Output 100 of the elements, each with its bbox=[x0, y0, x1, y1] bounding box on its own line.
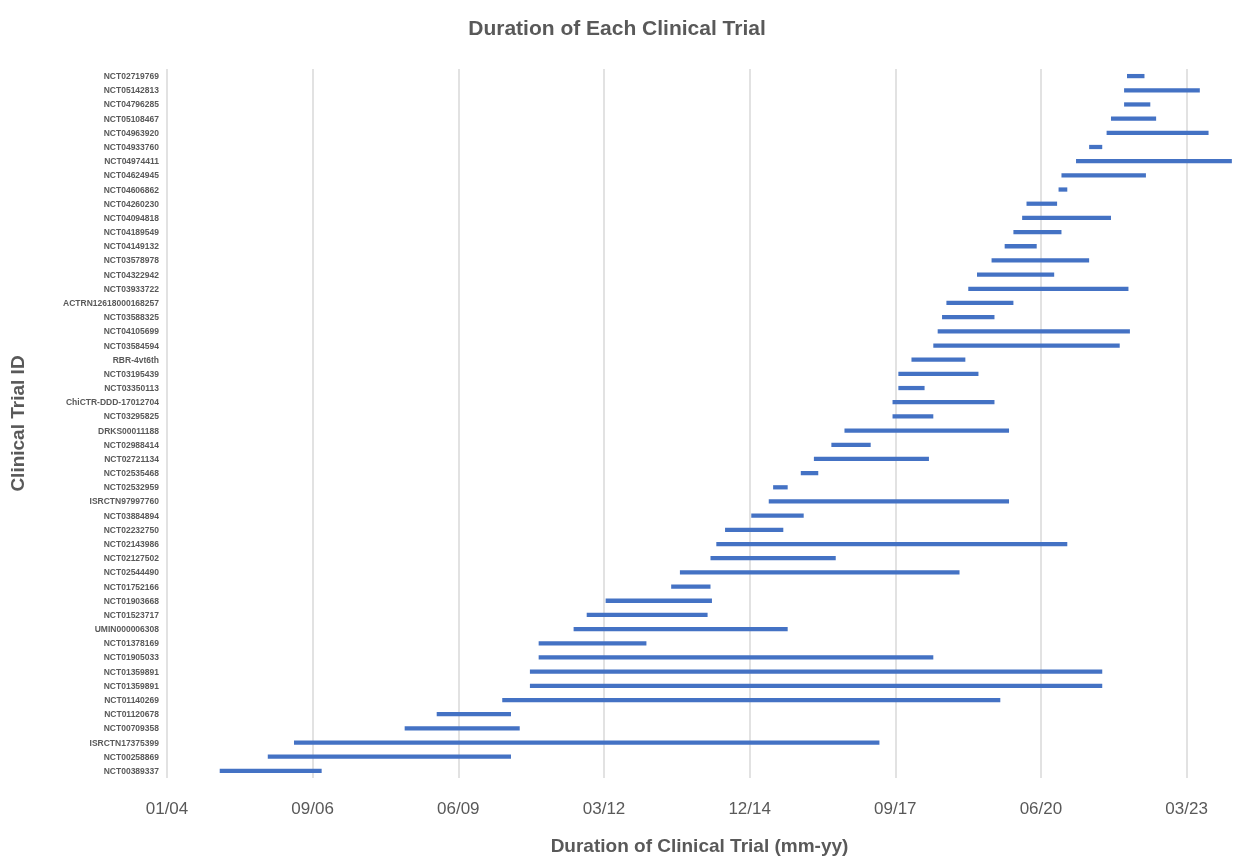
y-tick-label: NCT04796285 bbox=[103, 99, 160, 110]
y-tick-label: NCT01523717 bbox=[103, 609, 160, 620]
bar bbox=[751, 513, 804, 518]
y-tick-label: NCT05108467 bbox=[103, 113, 160, 124]
y-tick-label: NCT02532959 bbox=[103, 482, 160, 493]
y-tick-label: ISRCTN97997760 bbox=[89, 496, 160, 507]
y-tick-label: NCT02535468 bbox=[103, 468, 160, 479]
y-tick-label: NCT01905033 bbox=[103, 652, 160, 663]
bar bbox=[502, 697, 1001, 703]
bar bbox=[1004, 244, 1037, 249]
y-tick-label: NCT00709358 bbox=[103, 723, 160, 734]
x-axis-title: Duration of Clinical Trial (mm-yy) bbox=[550, 835, 849, 856]
chart-title: Duration of Each Clinical Trial bbox=[468, 16, 766, 39]
y-tick-label: NCT04933760 bbox=[103, 141, 160, 152]
bar bbox=[671, 584, 711, 589]
bar bbox=[937, 329, 1130, 334]
y-tick-label: NCT04094818 bbox=[103, 212, 160, 223]
y-tick-label: NCT05142813 bbox=[103, 85, 160, 96]
y-tick-label: NCT04149132 bbox=[103, 241, 160, 252]
x-tick-label: 06/20 bbox=[1019, 799, 1063, 818]
bar bbox=[1013, 229, 1062, 235]
bar bbox=[768, 499, 1010, 504]
y-tick-label: NCT02544490 bbox=[103, 567, 160, 578]
bar bbox=[710, 556, 836, 561]
bar bbox=[813, 456, 929, 462]
bar bbox=[892, 400, 995, 405]
y-axis-title: Clinical Trial ID bbox=[7, 355, 28, 492]
bar bbox=[538, 655, 934, 660]
y-tick-label: NCT01752166 bbox=[103, 581, 160, 592]
y-tick-label: NCT01359891 bbox=[103, 680, 160, 691]
y-tick-label: NCT03195439 bbox=[103, 368, 160, 379]
bar bbox=[1022, 215, 1111, 221]
bar bbox=[1061, 173, 1146, 178]
bar bbox=[293, 740, 880, 745]
bar bbox=[946, 300, 1014, 306]
y-tick-label: NCT02988414 bbox=[103, 439, 160, 450]
bar bbox=[573, 626, 788, 632]
x-tick-label: 06/09 bbox=[436, 799, 480, 818]
bar bbox=[844, 428, 1010, 433]
y-tick-label: ACTRN12618000168257 bbox=[63, 297, 160, 308]
bar bbox=[977, 272, 1055, 277]
y-tick-label: NCT03350113 bbox=[104, 383, 160, 394]
bar bbox=[436, 712, 511, 717]
x-tick-label: 03/12 bbox=[582, 799, 626, 818]
y-tick-label: NCT03588325 bbox=[103, 312, 160, 323]
bar bbox=[1026, 201, 1058, 206]
bar bbox=[831, 442, 871, 447]
x-tick-label: 12/14 bbox=[728, 799, 771, 818]
bar bbox=[605, 598, 712, 603]
y-tick-label: NCT01140269 bbox=[104, 695, 160, 706]
bar bbox=[586, 612, 708, 618]
bar bbox=[725, 527, 784, 532]
bar bbox=[1124, 102, 1151, 107]
bar bbox=[529, 669, 1103, 674]
bar bbox=[933, 343, 1120, 348]
y-tick-label: NCT03933722 bbox=[103, 283, 160, 294]
y-tick-label: ChiCTR-DDD-17012704 bbox=[65, 397, 160, 408]
bar bbox=[679, 570, 960, 575]
y-tick-label: NCT01359891 bbox=[103, 666, 160, 677]
bar bbox=[716, 541, 1068, 547]
bar bbox=[942, 315, 995, 320]
y-tick-label: NCT02721134 bbox=[104, 453, 160, 464]
y-tick-label: NCT03584594 bbox=[103, 340, 160, 351]
bar bbox=[529, 683, 1103, 688]
bar bbox=[219, 768, 322, 774]
bar bbox=[1106, 130, 1209, 135]
bar bbox=[404, 726, 520, 731]
x-tick-label: 03/23 bbox=[1165, 799, 1208, 818]
y-tick-label: NCT03295825 bbox=[103, 411, 160, 422]
bar bbox=[892, 414, 934, 419]
bar bbox=[898, 371, 979, 376]
y-tick-label: DRKS00011188 bbox=[98, 425, 160, 436]
y-tick-label: NCT04189549 bbox=[103, 227, 160, 238]
bar bbox=[1110, 116, 1157, 121]
x-tick-label: 09/06 bbox=[291, 799, 334, 818]
bar bbox=[538, 641, 647, 646]
bar bbox=[898, 385, 925, 391]
bar bbox=[773, 485, 788, 490]
y-tick-label: NCT02232750 bbox=[103, 524, 160, 535]
x-tick-label: 01/04 bbox=[145, 799, 189, 818]
y-tick-label: UMIN000006308 bbox=[94, 624, 160, 635]
x-tick-label: 09/17 bbox=[874, 799, 917, 818]
bar bbox=[991, 258, 1090, 263]
y-tick-label: NCT04606862 bbox=[103, 184, 160, 195]
y-tick-label: NCT04322942 bbox=[103, 269, 160, 280]
bar bbox=[1076, 159, 1232, 164]
bar bbox=[267, 754, 511, 759]
y-tick-label: NCT02143986 bbox=[103, 539, 160, 550]
y-tick-label: NCT03884894 bbox=[103, 510, 160, 521]
y-tick-label: NCT04974411 bbox=[104, 156, 160, 167]
bar bbox=[911, 357, 966, 362]
y-tick-label: NCT04624945 bbox=[103, 170, 160, 181]
y-tick-label: NCT02719769 bbox=[103, 71, 160, 82]
y-tick-label: NCT00258869 bbox=[103, 751, 160, 762]
y-tick-label: NCT00389337 bbox=[103, 765, 160, 776]
y-tick-label: NCT04260230 bbox=[103, 198, 160, 209]
y-tick-label: NCT01903668 bbox=[103, 595, 160, 606]
y-tick-label: NCT04105699 bbox=[103, 326, 160, 337]
y-tick-label: RBR-4vt6th bbox=[112, 354, 159, 365]
y-tick-label: NCT03578978 bbox=[103, 255, 160, 266]
